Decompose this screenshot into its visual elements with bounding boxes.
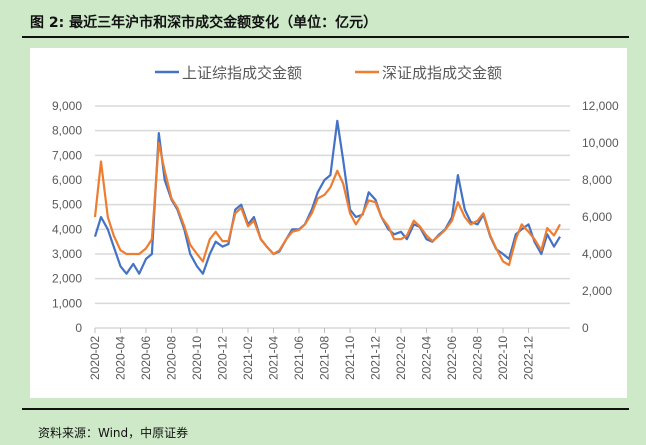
x-tick-label: 2022-10 [496, 336, 510, 380]
y-left-tick-label: 5,000 [52, 198, 82, 212]
y-right-tick-label: 8,000 [582, 173, 612, 187]
x-tick-label: 2021-08 [318, 336, 332, 380]
x-tick-label: 2022-12 [522, 336, 536, 380]
y-left-tick-label: 4,000 [52, 222, 82, 236]
y-right-tick-label: 2,000 [582, 284, 612, 298]
x-tick-label: 2020-10 [190, 336, 204, 380]
y-right-tick-label: 12,000 [582, 99, 619, 113]
y-right-tick-label: 0 [582, 321, 589, 335]
x-tick-label: 2020-12 [216, 336, 230, 380]
series-line-sh [93, 119, 561, 275]
x-tick-label: 2021-02 [241, 336, 255, 380]
y-right-tick-label: 10,000 [582, 136, 619, 150]
y-right-tick-label: 6,000 [582, 210, 612, 224]
x-tick-label: 2020-08 [165, 336, 179, 380]
y-left-tick-label: 0 [75, 321, 82, 335]
source-note: 资料来源：Wind，中原证券 [38, 426, 189, 440]
y-left-tick-label: 9,000 [52, 99, 82, 113]
x-tick-label: 2020-04 [114, 336, 128, 380]
y-left-tick-label: 7,000 [52, 148, 82, 162]
series-line-sz [93, 141, 561, 267]
x-tick-label: 2022-04 [420, 336, 434, 380]
x-tick-label: 2021-06 [292, 336, 306, 380]
x-tick-label: 2022-06 [445, 336, 459, 380]
y-left-tick-label: 6,000 [52, 173, 82, 187]
x-tick-label: 2020-02 [88, 336, 102, 380]
x-tick-label: 2021-12 [369, 336, 383, 380]
y-right-tick-label: 4,000 [582, 247, 612, 261]
x-tick-label: 2022-02 [394, 336, 408, 380]
x-tick-label: 2022-08 [471, 336, 485, 380]
figure-title: 图 2: 最近三年沪市和深市成交金额变化（单位：亿元） [30, 15, 378, 31]
y-left-tick-label: 3,000 [52, 247, 82, 261]
legend-label: 深证成指成交金额 [382, 64, 502, 82]
y-left-tick-label: 2,000 [52, 272, 82, 286]
y-left-tick-label: 1,000 [52, 296, 82, 310]
x-tick-label: 2020-06 [139, 336, 153, 380]
bottom-divider [22, 408, 629, 410]
top-divider [22, 36, 629, 38]
x-tick-label: 2021-10 [343, 336, 357, 380]
x-tick-label: 2021-04 [267, 336, 281, 380]
y-left-tick-label: 8,000 [52, 124, 82, 138]
legend-label: 上证综指成交金额 [182, 64, 302, 82]
